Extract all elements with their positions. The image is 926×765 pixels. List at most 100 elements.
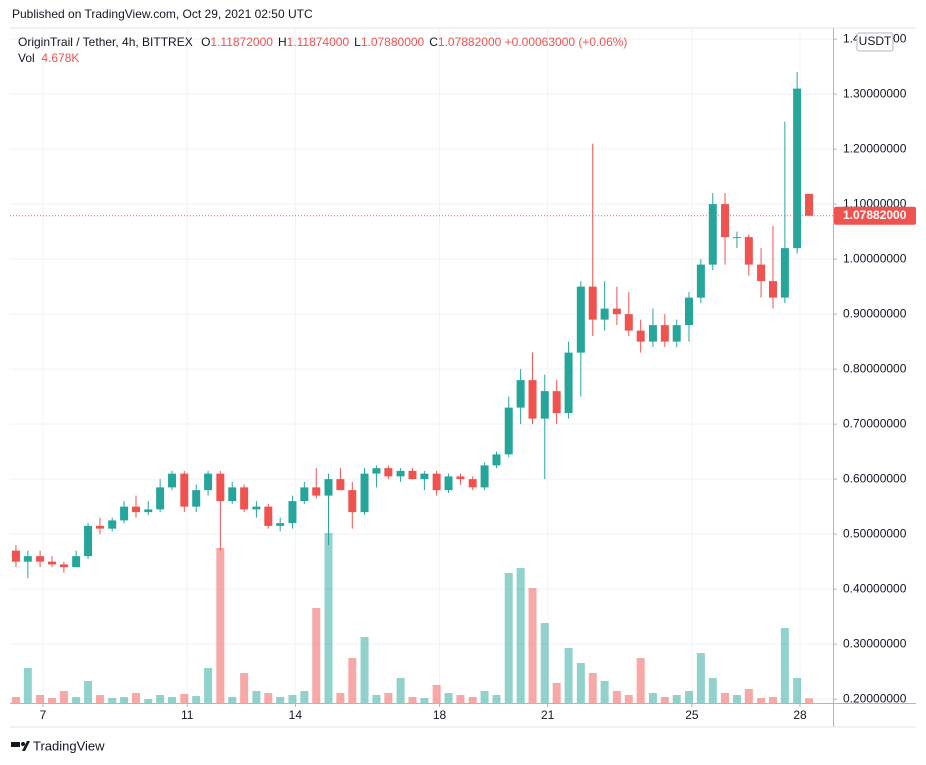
volume-bar	[288, 695, 297, 703]
logo-shape	[11, 742, 20, 747]
change: +0.00063000 (+0.06%)	[504, 35, 628, 49]
candle-body	[721, 204, 730, 238]
y-tick-label: 0.80000000	[843, 361, 907, 375]
candle-body	[432, 473, 441, 491]
candle-body	[240, 487, 249, 510]
candle-body	[757, 264, 766, 282]
volume-bar	[456, 695, 465, 703]
candle-body	[552, 391, 561, 414]
candle-body	[624, 314, 633, 331]
ohlc-value: 1.11872000	[210, 35, 273, 49]
grid	[10, 28, 833, 703]
candle-body	[384, 468, 393, 477]
x-tick-label: 14	[289, 708, 303, 722]
volume-bar	[95, 695, 104, 703]
ohlc-values: O1.11872000 H1.11874000 L1.07880000 C1.0788…	[196, 35, 501, 49]
candle-body	[564, 352, 573, 414]
candle-body	[131, 506, 140, 513]
currency-badge	[856, 32, 894, 52]
y-tick-label: 0.90000000	[843, 306, 907, 320]
volume-legend: Vol 4.678K	[18, 51, 79, 65]
candle-body	[59, 564, 68, 568]
y-tick-label: 0.40000000	[843, 581, 907, 595]
candle-body	[108, 520, 117, 529]
logo-shape	[22, 741, 30, 751]
candle-body	[504, 407, 513, 455]
y-tick-label: 1.20000000	[843, 141, 907, 155]
volume-bar	[757, 698, 766, 703]
ohlc-key: H	[277, 35, 287, 49]
volume-bar	[576, 663, 585, 703]
candle-body	[360, 473, 369, 513]
candle-body	[252, 506, 261, 510]
volume-bar	[240, 673, 249, 703]
candle-body	[744, 237, 753, 265]
volume-bar	[492, 695, 501, 703]
volume-bar	[192, 696, 201, 703]
candle-body	[708, 204, 717, 265]
legend-line: OriginTrail / Tether, 4h, BITTREX O1.118…	[18, 35, 627, 49]
y-tick-label: 0.70000000	[843, 416, 907, 430]
y-tick-label: 0.30000000	[843, 636, 907, 650]
volume-bar	[408, 697, 417, 703]
candle-body	[120, 506, 129, 521]
volume-bar	[336, 693, 345, 703]
candle-body	[660, 325, 669, 342]
last-price-box	[834, 206, 916, 225]
volume-bar	[47, 698, 56, 703]
ohlc-key: C	[429, 35, 438, 49]
candle-body	[480, 465, 489, 488]
candle-body	[276, 523, 285, 526]
volume-bar	[696, 653, 705, 703]
candle-body	[588, 286, 597, 320]
candle-body	[793, 88, 802, 249]
volume-bar	[420, 698, 429, 703]
candle-body	[372, 468, 381, 474]
candle-body	[696, 264, 705, 298]
volume-bar	[144, 699, 153, 703]
candle-body	[468, 479, 477, 488]
candle-body	[444, 476, 453, 491]
candle-body	[156, 487, 165, 510]
volume-bar	[59, 691, 68, 703]
volume-bar	[732, 695, 741, 703]
axis-layer: 0.20000000 0.30000000 0.40000000 0.50000000…	[10, 31, 916, 722]
volume-bar	[780, 628, 789, 703]
candle-body	[408, 470, 417, 480]
y-tick-label: 0.60000000	[843, 471, 907, 485]
y-tick-label: 0.50000000	[843, 526, 907, 540]
volume-bar	[672, 695, 681, 703]
candle-body	[540, 391, 549, 419]
volume-bar	[768, 697, 777, 703]
y-tick-label: 0.20000000	[843, 691, 907, 705]
volume-bar	[384, 693, 393, 703]
volume-bar	[204, 668, 213, 703]
volume-bar	[120, 697, 129, 703]
candle-layer	[11, 72, 814, 579]
volume-bar	[348, 658, 357, 703]
candle-body	[456, 476, 465, 480]
candle-body	[312, 487, 321, 496]
y-tick-label: 1.00000000	[843, 251, 907, 265]
volume-bar	[660, 697, 669, 703]
x-tick-label: 18	[433, 708, 447, 722]
volume-layer	[11, 533, 814, 703]
volume-bar	[276, 697, 285, 703]
candle-body	[805, 193, 814, 216]
candle-body	[324, 479, 333, 496]
x-tick-label: 21	[541, 708, 555, 722]
candle-body	[600, 308, 609, 320]
candle-body	[216, 473, 225, 502]
volume-bar	[228, 697, 237, 703]
volume-bar	[36, 695, 45, 703]
volume-bar	[312, 608, 321, 703]
candle-body	[768, 281, 777, 298]
volume-bar	[552, 683, 561, 703]
published-note: Published on TradingView.com, Oct 29, 20…	[12, 7, 313, 21]
candle-body	[516, 380, 525, 408]
candle-body	[300, 487, 309, 502]
candle-body	[612, 308, 621, 315]
volume-bar	[23, 668, 32, 703]
volume-title: Vol	[18, 51, 35, 65]
volume-bar	[72, 697, 81, 703]
